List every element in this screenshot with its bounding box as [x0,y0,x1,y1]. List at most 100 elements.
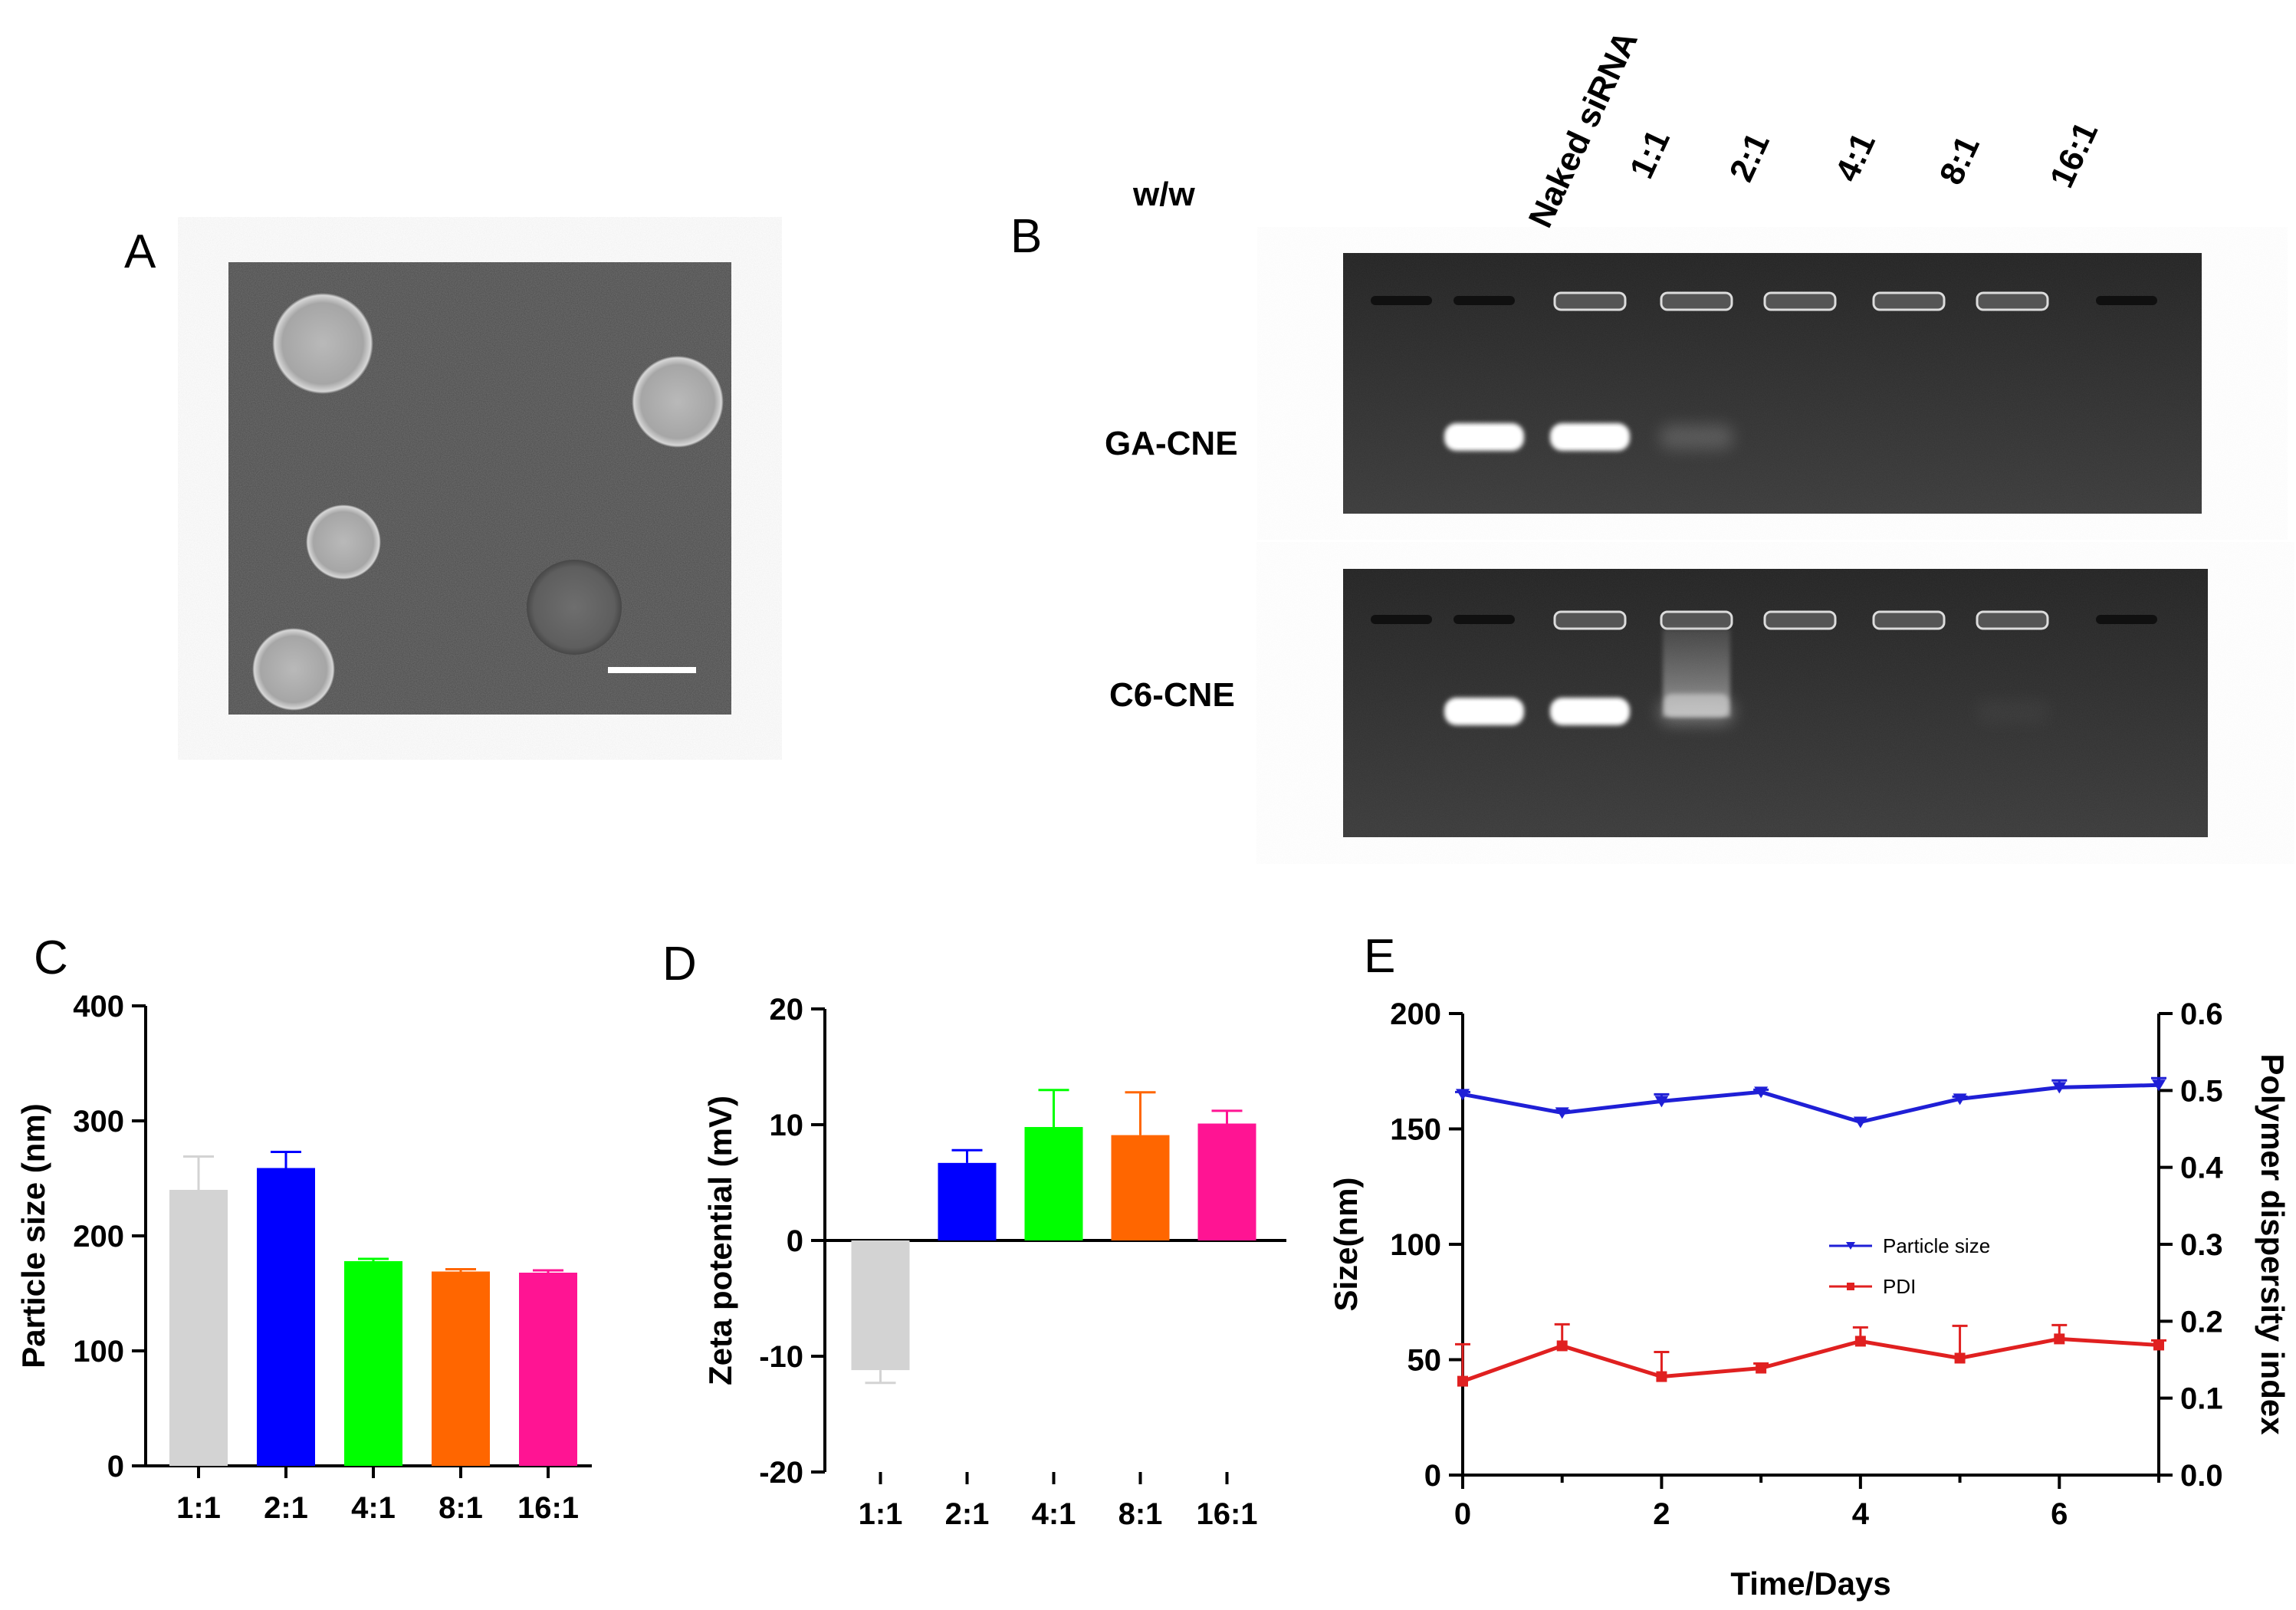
lane-label: Naked siRNA [1522,25,1645,233]
y-tick-label: 50 [1407,1344,1442,1378]
gel-band-faint [1976,699,2049,724]
gel-well [2096,296,2157,305]
y-tick-label: 0 [1424,1459,1441,1493]
scale-bar [608,667,696,673]
nanoparticle [306,504,381,580]
gel-well [2096,615,2157,624]
y-tick-label: 10 [770,1109,804,1142]
series-line [1462,1336,2160,1383]
x-tick-label: 16:1 [1196,1497,1257,1531]
data-point [1754,1086,1769,1099]
gel-band-core [1555,702,1625,721]
panel-d-letter: D [662,938,697,991]
y-tick-label: 0 [787,1224,803,1258]
panel-e-letter: E [1364,930,1395,983]
lane-label: 16:1 [2043,117,2106,194]
data-point [1456,1089,1470,1101]
y2-tick-label: 0.6 [2180,997,2223,1031]
gel-well [1976,610,2049,630]
nanoparticle [272,293,373,394]
gel-well [1553,291,1627,311]
bar [169,1190,228,1466]
bar [432,1271,490,1466]
y-axis-title: Zeta potential (mV) [702,1096,738,1385]
ratio-caption: w/w [1132,176,1195,213]
gel-well [1976,291,2049,311]
y2-tick-label: 0.1 [2180,1382,2223,1416]
data-point [2153,1339,2164,1351]
x-tick-label: 4:1 [351,1491,396,1525]
data-point [1654,1096,1669,1108]
gel-well [1872,610,1946,630]
y-tick-label: 400 [73,990,124,1024]
gel-ga-cne [1343,253,2202,514]
gel-well [1453,296,1515,305]
x-tick-label: 2:1 [264,1491,308,1525]
gel-label-c6-cne: C6-CNE [1109,676,1235,714]
x-tick-label: 16:1 [517,1491,579,1525]
y-tick-label: 20 [770,993,804,1027]
legend-label: Particle size [1883,1234,1990,1257]
y-axis-title: Size(nm) [1328,1177,1364,1311]
y-tick-label: 100 [73,1335,124,1368]
data-point [1953,1093,1967,1106]
x-tick-label: 1:1 [859,1497,903,1531]
y-tick-label: 300 [73,1105,124,1138]
y-tick-label: 150 [1390,1113,1441,1147]
y2-tick-label: 0.4 [2180,1152,2223,1185]
y-tick-label: 200 [73,1220,124,1254]
gel-well [1553,610,1627,630]
y-tick-label: 0 [107,1450,124,1484]
chart-e-stability: 0 50 100 150 200 0.0 0.1 0.2 0.3 0.4 0.5 0.6 0 2 4 6 Par… [1328,997,2291,1602]
bar [938,1162,997,1240]
y-tick-label: -10 [759,1340,803,1374]
chart-d-zeta-potential: -20 -10 0 10 20 1:1 2:1 4:1 8:1 16:1 Zeta potentia… [702,993,1286,1531]
bar [1111,1135,1170,1240]
y2-tick-label: 0.3 [2180,1228,2223,1262]
gel-well [1763,610,1837,630]
gel-well [1371,296,1432,305]
data-point [1854,1336,1866,1347]
gel-label-ga-cne: GA-CNE [1105,425,1238,462]
data-point [1457,1375,1468,1387]
gel-well [1872,291,1946,311]
y2-axis-title: Polymer dispersity index [2255,1053,2291,1435]
nanoparticle [632,356,724,448]
x-tick-label: 4 [1852,1497,1870,1531]
gel-well [1763,291,1837,311]
x-tick-label: 1:1 [176,1491,221,1525]
data-point [1556,1340,1568,1352]
gel-well [1371,615,1432,624]
gel-band-faint [1664,694,1729,717]
y-tick-label: 100 [1390,1228,1441,1262]
x-tick-label: 8:1 [439,1491,483,1525]
data-point [1656,1371,1667,1382]
lane-label: 8:1 [1933,130,1987,190]
bar [519,1273,577,1466]
x-tick-label: 2:1 [945,1497,990,1531]
chart-c-particle-size: 0 100 200 300 400 1:1 2:1 4:1 8:1 16:1 Particle si… [15,990,592,1525]
legend-marker [1847,1283,1854,1290]
data-point [2152,1079,2166,1092]
data-point [1853,1116,1867,1129]
legend-label: PDI [1883,1275,1916,1298]
y2-tick-label: 0.0 [2180,1459,2223,1493]
panel-b-letter: B [1010,210,1042,263]
x-tick-label: 0 [1454,1497,1471,1531]
gel-band-core [1555,427,1625,447]
gel-well [1453,615,1515,624]
x-tick-label: 6 [2051,1497,2068,1531]
x-tick-label: 2 [1653,1497,1670,1531]
bar [851,1240,910,1371]
y-axis-title: Particle size (nm) [15,1103,51,1368]
y-tick-label: 200 [1390,997,1441,1031]
x-tick-label: 4:1 [1032,1497,1076,1531]
bar [1024,1127,1083,1240]
tem-micrograph [228,262,731,715]
panel-a-letter: A [124,225,156,278]
gel-band-core [1449,427,1519,447]
legend-marker [1846,1242,1855,1250]
series-line [1462,1083,2160,1125]
gel-band-faint [1660,425,1733,449]
